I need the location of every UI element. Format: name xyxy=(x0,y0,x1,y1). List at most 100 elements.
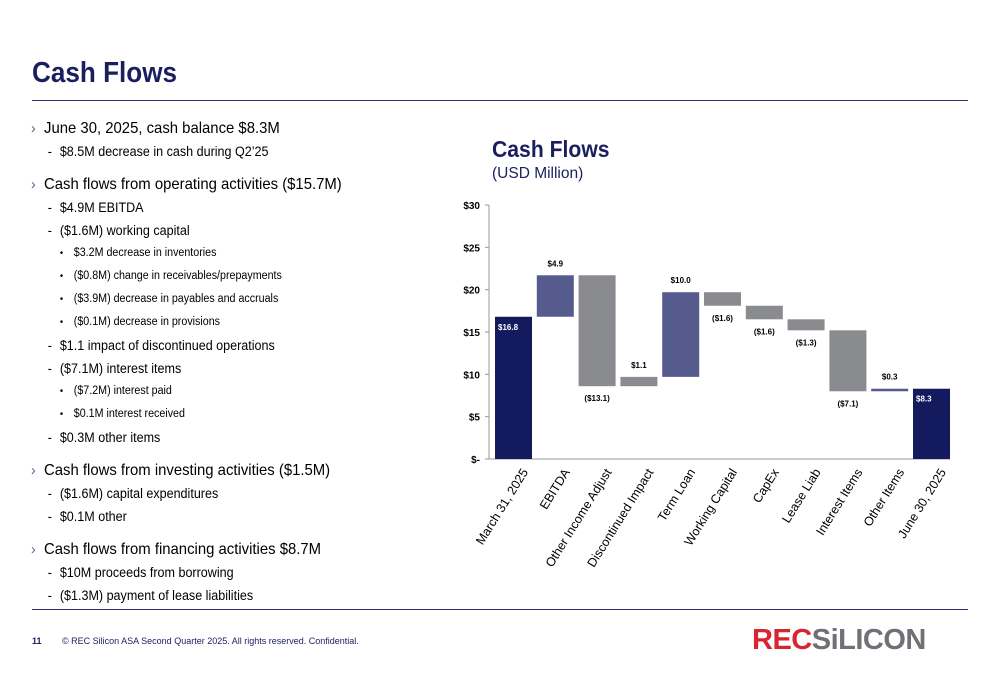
data-label: ($1.6) xyxy=(754,327,775,336)
bar-lease-liab xyxy=(787,319,825,331)
bullet-text: June 30, 2025, cash balance $8.3M xyxy=(44,120,280,137)
data-label: $4.9 xyxy=(548,259,564,268)
bullet-text: ($3.9M) decrease in payables and accrual… xyxy=(73,293,279,305)
bullet-text: ($1.6M) working capital xyxy=(59,223,190,238)
data-label: $16.8 xyxy=(498,323,519,332)
sub-sub-bullet-item: • $0.1M interest received xyxy=(31,403,422,426)
bar-capex xyxy=(745,305,783,320)
category-label: Other Items xyxy=(861,466,907,529)
category-label: Term Loan xyxy=(655,466,698,524)
bullet-marker: - xyxy=(47,565,52,580)
sub-sub-bullet-item: • ($0.1M) decrease in provisions xyxy=(31,311,422,334)
logo-text-silicon: SiLICON xyxy=(812,624,926,656)
data-label: ($7.1) xyxy=(837,399,858,408)
bullet-text: $0.1M interest received xyxy=(73,408,185,420)
bullet-text: $1.1 impact of discontinued operations xyxy=(59,338,275,353)
bar-interest-items xyxy=(829,330,867,392)
bullet-marker: - xyxy=(47,200,52,215)
sub-sub-bullet-item: • ($7.2M) interest paid xyxy=(31,380,422,403)
sub-sub-bullet-item: • ($0.8M) change in receivables/prepaymen… xyxy=(31,265,422,288)
data-label: ($1.3) xyxy=(796,338,817,347)
logo-text-rec: REC xyxy=(752,624,812,656)
data-label: $1.1 xyxy=(631,361,647,370)
bullet-marker: › xyxy=(31,541,36,558)
bullet-list: › June 30, 2025, cash balance $8.3M - $8.5M… xyxy=(31,117,422,607)
bullet-text: $0.1M other xyxy=(59,509,127,524)
category-label: Lease Liab xyxy=(779,466,823,525)
bullet-text: ($7.2M) interest paid xyxy=(73,385,172,397)
bullet-marker: - xyxy=(47,509,52,524)
sub-sub-bullet-item: • ($3.9M) decrease in payables and accrua… xyxy=(31,288,422,311)
bullet-text: $3.2M decrease in inventories xyxy=(73,247,217,259)
category-label: CapEx xyxy=(750,466,782,506)
page-number: 11 xyxy=(32,636,42,646)
bullet-marker: • xyxy=(59,271,64,282)
sub-bullet-item: - $0.1M other xyxy=(31,505,422,528)
bullet-marker: - xyxy=(47,144,52,159)
sub-bullet-item: - $0.3M other items xyxy=(31,426,422,449)
sub-sub-bullet-item: • $3.2M decrease in inventories xyxy=(31,242,422,265)
bullet-text: Cash flows from financing activities $8.… xyxy=(44,541,322,558)
data-label: $10.0 xyxy=(671,276,692,285)
bar-other-income-adjust xyxy=(578,275,616,387)
bullet-marker: • xyxy=(59,317,64,328)
bar-discontinued-impact xyxy=(620,376,658,387)
sub-bullet-item: - ($7.1M) interest items xyxy=(31,357,422,380)
footer-copyright: © REC Silicon ASA Second Quarter 2025. A… xyxy=(62,636,359,646)
waterfall-chart: $- $5 $10 $15 $20 $25 $30 $16.8 $4.9 ($13.1) $1.1… xyxy=(463,201,950,570)
bullet-text: ($1.6M) capital expenditures xyxy=(59,486,219,501)
bullet-marker: › xyxy=(31,176,36,193)
footer-divider xyxy=(32,609,968,610)
bar-other-items xyxy=(871,388,909,392)
bullet-marker: • xyxy=(59,294,64,305)
bullet-item: › Cash flows from investing activities ($… xyxy=(31,459,422,482)
sub-bullet-item: - ($1.3M) payment of lease liabilities xyxy=(31,584,422,607)
bullet-text: $10M proceeds from borrowing xyxy=(59,565,234,580)
sub-bullet-item: - ($1.6M) working capital xyxy=(31,219,422,242)
bullet-text: Cash flows from investing activities ($1… xyxy=(44,462,331,479)
bullet-marker: - xyxy=(47,338,52,353)
bullet-item: › June 30, 2025, cash balance $8.3M xyxy=(31,117,422,140)
y-tick-label: $20 xyxy=(463,286,480,297)
y-tick-label: $10 xyxy=(463,370,480,381)
bullet-marker: - xyxy=(47,430,52,445)
bullet-text: ($0.8M) change in receivables/prepayment… xyxy=(73,270,282,282)
bullet-text: Cash flows from operating activities ($1… xyxy=(44,176,342,193)
bullet-marker: - xyxy=(47,223,52,238)
svg-text:RECSiLICON: RECSiLICON xyxy=(752,624,926,656)
title-divider xyxy=(32,100,968,101)
bullet-text: $4.9M EBITDA xyxy=(59,200,144,215)
bullet-marker: • xyxy=(59,386,64,397)
y-tick-label: $15 xyxy=(463,328,480,339)
sub-bullet-item: - $10M proceeds from borrowing xyxy=(31,561,422,584)
page-title: Cash Flows xyxy=(32,57,178,89)
bullet-marker: › xyxy=(31,462,36,479)
bar-june-30-2025 xyxy=(913,388,950,459)
bullet-item: › Cash flows from financing activities $8… xyxy=(31,538,422,561)
bullet-text: $0.3M other items xyxy=(59,430,161,445)
bullet-text: ($0.1M) decrease in provisions xyxy=(73,316,221,328)
chart-subtitle: (USD Million) xyxy=(492,165,584,182)
data-label: ($13.1) xyxy=(584,394,610,403)
sub-bullet-item: - $8.5M decrease in cash during Q2’25 xyxy=(31,140,422,163)
data-label: $0.3 xyxy=(882,373,898,382)
bullet-marker: - xyxy=(47,588,52,603)
y-tick-label: $5 xyxy=(469,413,481,424)
category-label: March 31, 2025 xyxy=(473,466,531,547)
y-tick-label: $- xyxy=(471,455,480,466)
y-tick-label: $25 xyxy=(463,243,480,254)
sub-bullet-item: - ($1.6M) capital expenditures xyxy=(31,482,422,505)
bar-term-loan xyxy=(662,292,700,377)
data-label: $8.3 xyxy=(916,395,932,404)
bullet-text: ($1.3M) payment of lease liabilities xyxy=(59,588,254,603)
sub-bullet-item: - $1.1 impact of discontinued operations xyxy=(31,334,422,357)
bullet-marker: • xyxy=(59,248,64,259)
bar-march-31-2025 xyxy=(495,316,532,459)
bullet-item: › Cash flows from operating activities ($… xyxy=(31,173,422,196)
y-tick-label: $30 xyxy=(463,201,480,212)
data-label: ($1.6) xyxy=(712,314,733,323)
bar-ebitda xyxy=(536,275,574,317)
bullet-text: ($7.1M) interest items xyxy=(59,361,182,376)
bullet-text: $8.5M decrease in cash during Q2’25 xyxy=(59,144,269,159)
bullet-marker: - xyxy=(47,361,52,376)
